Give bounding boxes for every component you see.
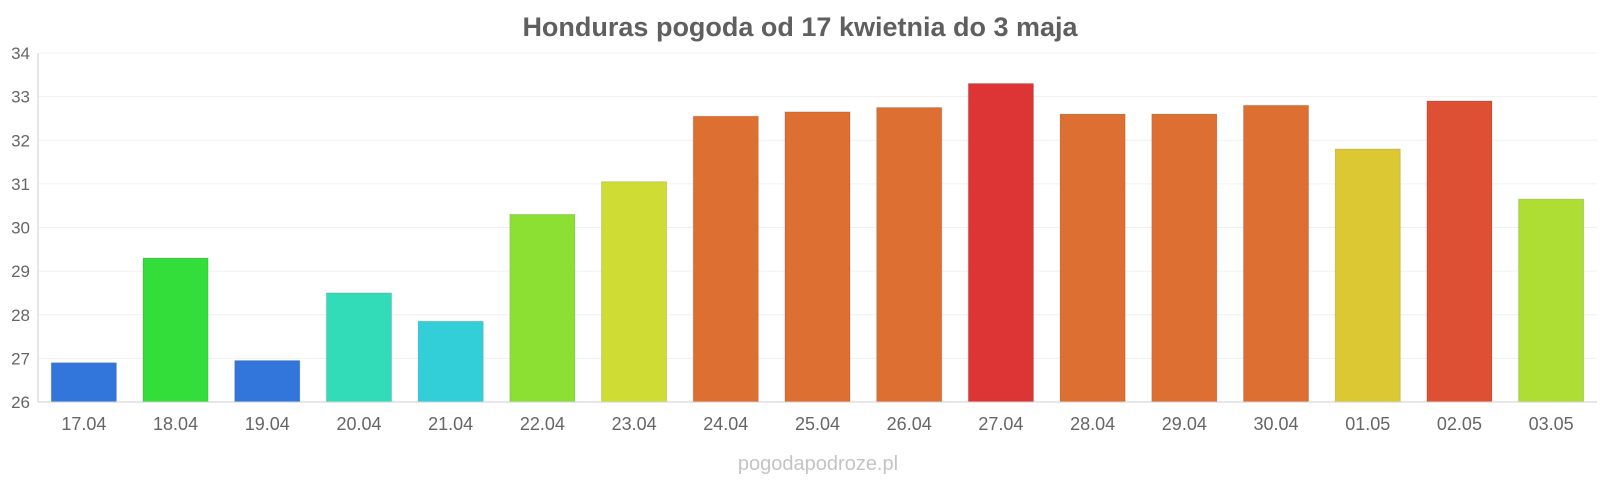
bar-29.04 [1151,113,1218,403]
x-tick-label: 29.04 [1162,414,1207,434]
watermark: pogodapodroze.pl [738,453,898,475]
bar-01.05 [1334,148,1401,403]
x-tick-label: 21.04 [428,414,473,434]
bar-22.04 [509,213,576,403]
x-tick-label: 18.04 [153,414,198,434]
bar-24.04 [692,115,759,403]
x-tick-label: 26.04 [887,414,932,434]
y-tick-label: 33 [11,88,30,107]
x-axis-ticks: 17.04 18.04 19.04 20.04 21.04 22.04 23.04 24.04… [61,414,1573,434]
y-tick-label: 34 [11,44,30,63]
bar-30.04 [1242,104,1310,403]
x-tick-label: 22.04 [520,414,565,434]
x-tick-label: 23.04 [612,414,657,434]
y-tick-label: 26 [11,393,30,412]
bar-25.04 [784,111,851,403]
x-tick-label: 17.04 [61,414,106,434]
x-tick-label: 02.05 [1437,414,1482,434]
bar-03.05 [1518,198,1585,403]
bar-02.05 [1426,100,1493,403]
bar-26.04 [876,107,943,403]
x-tick-label: 20.04 [336,414,381,434]
y-tick-label: 29 [11,262,30,281]
x-tick-label: 19.04 [245,414,290,434]
y-tick-label: 31 [11,175,30,194]
bar-17.04 [50,362,117,403]
x-tick-label: 24.04 [703,414,748,434]
y-tick-label: 28 [11,306,30,325]
chart-title: Honduras pogoda od 17 kwietnia do 3 maja [522,12,1078,42]
x-tick-label: 03.05 [1529,414,1574,434]
x-tick-label: 27.04 [978,414,1023,434]
bar-27.04 [967,83,1034,403]
x-tick-label: 28.04 [1070,414,1115,434]
bar-28.04 [1059,113,1126,403]
x-tick-label: 25.04 [795,414,840,434]
bars [50,83,1585,403]
y-tick-label: 30 [11,219,30,238]
y-axis-ticks: 26 27 28 29 30 31 32 33 34 [11,44,30,412]
bar-23.04 [601,181,668,403]
bar-18.04 [142,257,209,403]
bar-19.04 [234,360,301,403]
y-tick-label: 27 [11,349,30,368]
y-tick-label: 32 [11,131,30,150]
x-tick-label: 01.05 [1345,414,1390,434]
x-tick-label: 30.04 [1254,414,1299,434]
bar-21.04 [417,320,484,403]
bar-20.04 [325,292,393,403]
